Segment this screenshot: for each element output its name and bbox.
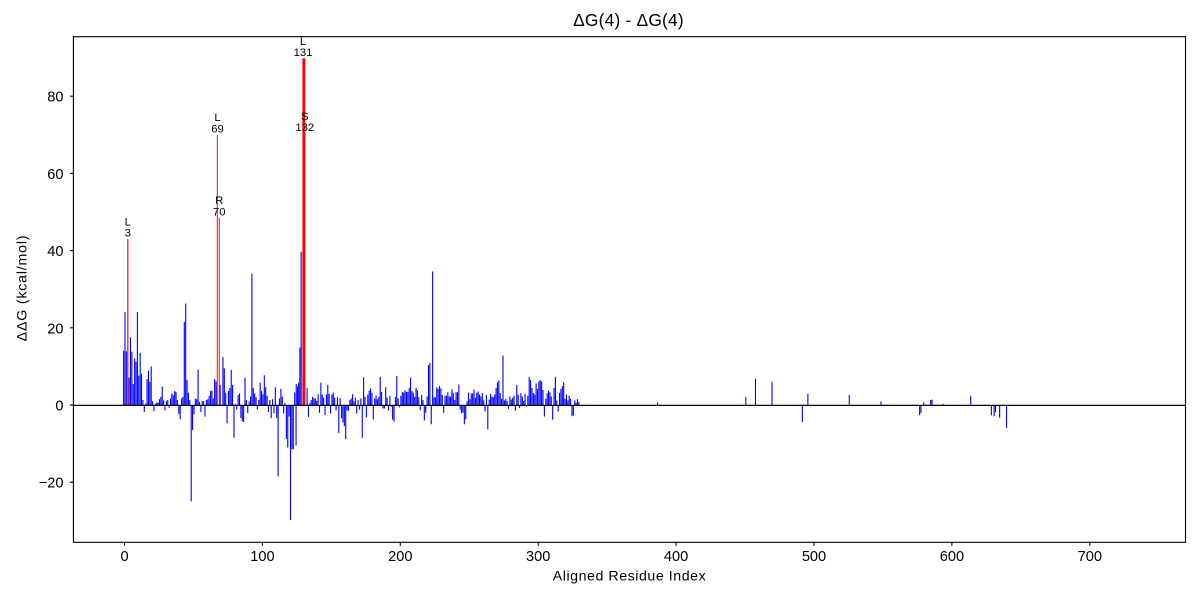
svg-text:20: 20: [47, 321, 63, 337]
svg-text:300: 300: [526, 549, 550, 565]
svg-text:132: 132: [295, 122, 314, 134]
svg-text:80: 80: [47, 90, 63, 106]
svg-text:0: 0: [120, 549, 128, 565]
svg-text:L: L: [300, 36, 306, 48]
svg-text:200: 200: [388, 549, 412, 565]
svg-text:S: S: [301, 111, 309, 123]
svg-text:L: L: [214, 112, 220, 124]
svg-text:700: 700: [1078, 549, 1102, 565]
svg-text:ΔΔG (kcal/mol): ΔΔG (kcal/mol): [15, 235, 31, 342]
svg-text:3: 3: [125, 228, 131, 240]
svg-text:L: L: [125, 216, 131, 228]
svg-text:60: 60: [47, 167, 63, 183]
svg-text:500: 500: [802, 549, 826, 565]
svg-text:Aligned Residue Index: Aligned Residue Index: [553, 569, 707, 585]
svg-text:0: 0: [55, 399, 63, 415]
svg-text:R: R: [215, 195, 223, 207]
svg-text:400: 400: [664, 549, 688, 565]
svg-text:131: 131: [294, 47, 313, 59]
svg-text:ΔG(4) - ΔG(4): ΔG(4) - ΔG(4): [573, 10, 684, 30]
svg-text:69: 69: [211, 123, 224, 135]
svg-text:600: 600: [940, 549, 964, 565]
svg-text:40: 40: [47, 244, 63, 260]
svg-text:70: 70: [213, 206, 226, 218]
svg-text:−20: −20: [39, 476, 64, 492]
svg-text:100: 100: [250, 549, 274, 565]
